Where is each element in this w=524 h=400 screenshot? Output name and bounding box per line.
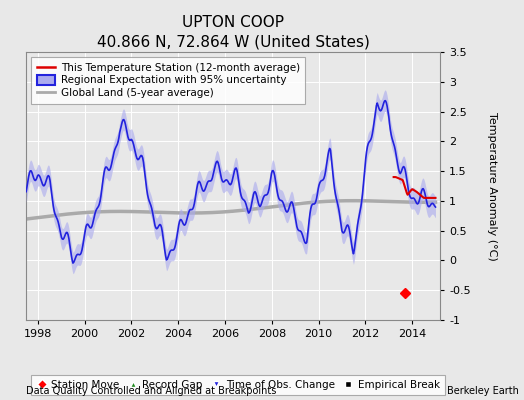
Legend: Station Move, Record Gap, Time of Obs. Change, Empirical Break: Station Move, Record Gap, Time of Obs. C… [31,375,445,395]
Text: Berkeley Earth: Berkeley Earth [447,386,519,396]
Title: UPTON COOP
40.866 N, 72.864 W (United States): UPTON COOP 40.866 N, 72.864 W (United St… [97,15,369,50]
Text: Data Quality Controlled and Aligned at Breakpoints: Data Quality Controlled and Aligned at B… [26,386,277,396]
Y-axis label: Temperature Anomaly (°C): Temperature Anomaly (°C) [487,112,497,260]
